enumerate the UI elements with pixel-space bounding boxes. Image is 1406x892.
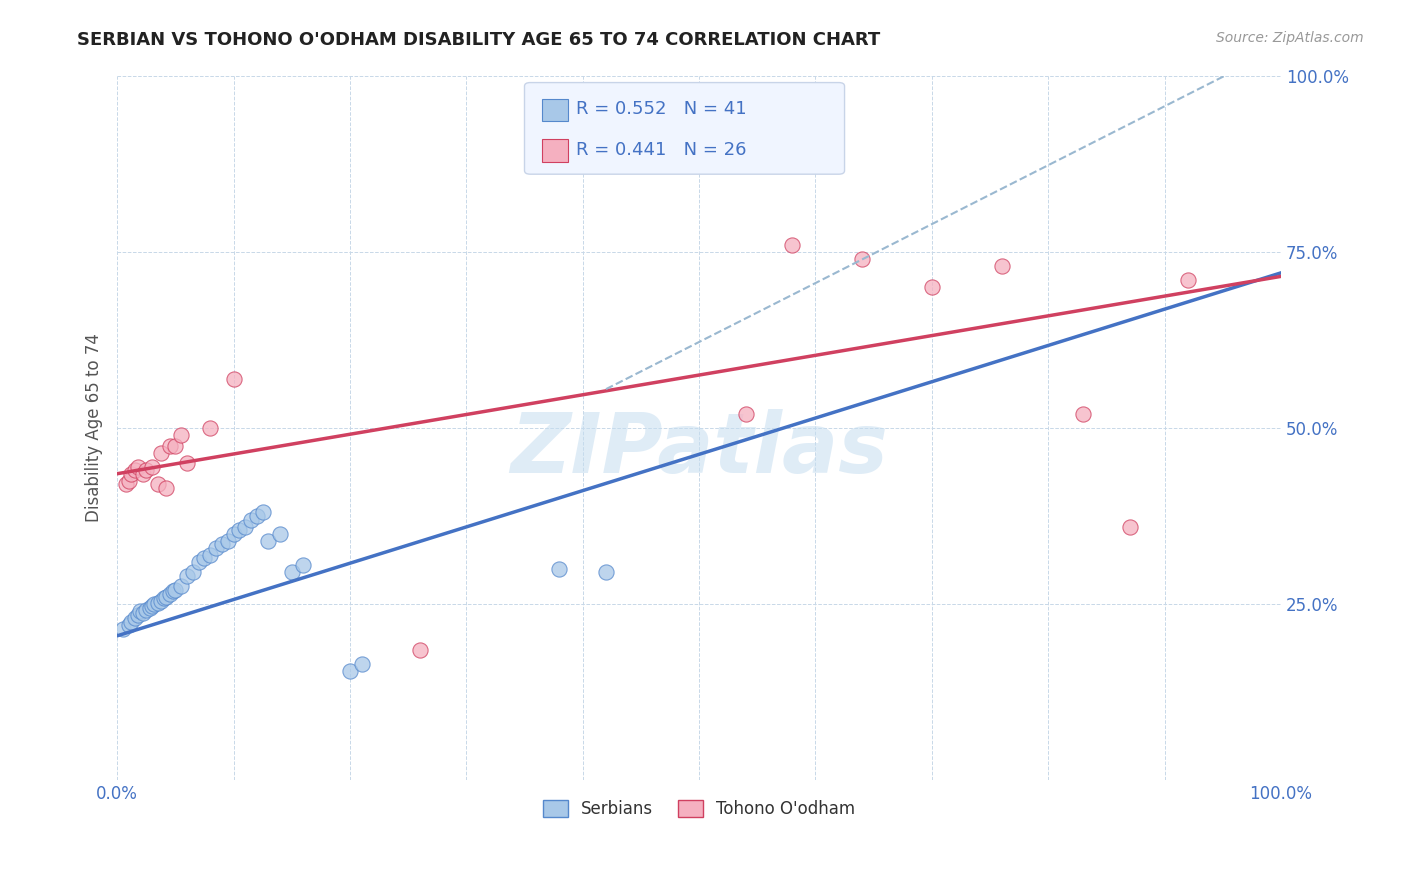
Point — [135, 463, 157, 477]
Point — [118, 618, 141, 632]
Point — [150, 445, 173, 459]
Text: SERBIAN VS TOHONO O'ODHAM DISABILITY AGE 65 TO 74 CORRELATION CHART: SERBIAN VS TOHONO O'ODHAM DISABILITY AGE… — [77, 31, 880, 49]
Point — [292, 558, 315, 573]
Point — [127, 459, 149, 474]
Point — [595, 566, 617, 580]
Legend: Serbians, Tohono O'odham: Serbians, Tohono O'odham — [536, 793, 862, 825]
Point — [1177, 273, 1199, 287]
Point — [132, 467, 155, 481]
Point — [409, 643, 432, 657]
Point — [548, 562, 571, 576]
Point — [170, 428, 193, 442]
Point — [200, 421, 222, 435]
Point — [252, 506, 274, 520]
Point — [228, 523, 250, 537]
Point — [120, 615, 142, 629]
Point — [181, 566, 204, 580]
Point — [193, 551, 215, 566]
Point — [240, 512, 263, 526]
Y-axis label: Disability Age 65 to 74: Disability Age 65 to 74 — [86, 334, 103, 523]
Point — [780, 237, 803, 252]
Point — [135, 603, 157, 617]
Point — [155, 590, 177, 604]
Point — [211, 537, 233, 551]
Point — [339, 664, 361, 678]
Point — [115, 477, 138, 491]
Point — [124, 463, 146, 477]
Text: R = 0.441   N = 26: R = 0.441 N = 26 — [575, 141, 747, 159]
Point — [851, 252, 873, 266]
Point — [155, 481, 177, 495]
Point — [734, 407, 756, 421]
Point — [120, 467, 142, 481]
Point — [141, 599, 163, 613]
Point — [187, 555, 209, 569]
Point — [152, 591, 174, 606]
Point — [146, 596, 169, 610]
Text: ZIPatlas: ZIPatlas — [510, 409, 889, 490]
Point — [162, 584, 184, 599]
Point — [146, 477, 169, 491]
FancyBboxPatch shape — [541, 99, 568, 121]
Text: R = 0.552   N = 41: R = 0.552 N = 41 — [575, 100, 747, 119]
Point — [118, 474, 141, 488]
Point — [165, 582, 187, 597]
Point — [1071, 407, 1094, 421]
Text: Source: ZipAtlas.com: Source: ZipAtlas.com — [1216, 31, 1364, 45]
Point — [159, 586, 181, 600]
Point — [170, 579, 193, 593]
Point — [165, 438, 187, 452]
Point — [921, 280, 943, 294]
Point — [200, 548, 222, 562]
Point — [222, 371, 245, 385]
Point — [176, 569, 198, 583]
Point — [132, 606, 155, 620]
Point — [281, 566, 304, 580]
Point — [143, 597, 166, 611]
FancyBboxPatch shape — [541, 139, 568, 161]
Point — [127, 607, 149, 622]
Point — [150, 593, 173, 607]
Point — [159, 438, 181, 452]
Point — [257, 533, 280, 548]
Point — [205, 541, 228, 555]
Point — [139, 600, 162, 615]
Point — [141, 459, 163, 474]
Point — [233, 519, 256, 533]
Point — [176, 456, 198, 470]
Point — [246, 508, 269, 523]
Point — [217, 533, 239, 548]
FancyBboxPatch shape — [524, 83, 845, 174]
Point — [111, 622, 134, 636]
Point — [124, 611, 146, 625]
Point — [990, 259, 1012, 273]
Point — [269, 526, 291, 541]
Point — [129, 604, 152, 618]
Point — [1118, 519, 1140, 533]
Point — [222, 526, 245, 541]
Point — [350, 657, 373, 671]
